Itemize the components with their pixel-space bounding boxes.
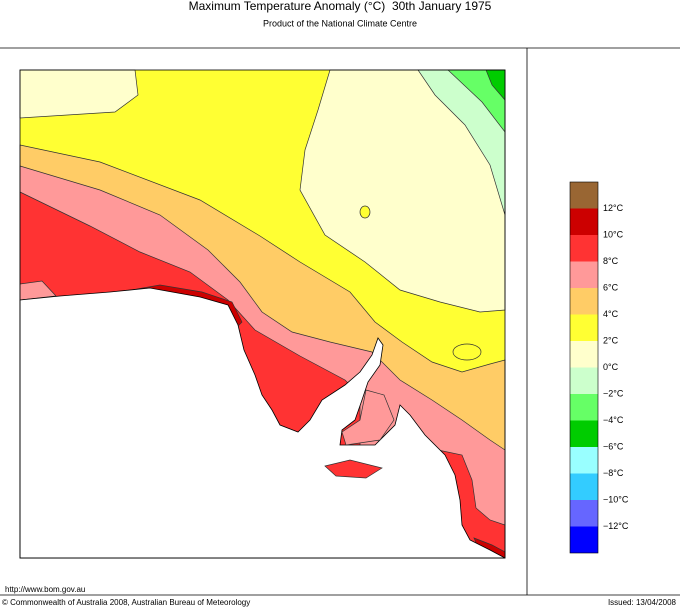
legend-swatch: [570, 182, 598, 209]
title: Maximum Temperature Anomaly (°C) 30th Ja…: [189, 0, 492, 13]
legend-swatch: [570, 288, 598, 315]
legend-label: −4°C: [603, 415, 624, 425]
legend-swatch: [570, 526, 598, 553]
legend-swatch: [570, 314, 598, 341]
legend-label: 6°C: [603, 282, 619, 292]
map-border: [19, 69, 506, 559]
legend-label: −2°C: [603, 388, 624, 398]
copyright: © Commonwealth of Australia 2008, Austra…: [2, 598, 250, 607]
legend-swatch: [570, 367, 598, 394]
zone-2-4: [359, 205, 371, 219]
legend-swatch: [570, 447, 598, 474]
legend-border: [569, 181, 599, 554]
legend-label: −6°C: [603, 441, 624, 451]
legend-swatch: [570, 261, 598, 288]
legend-swatch: [570, 394, 598, 421]
url: http://www.bom.gov.au: [5, 585, 85, 594]
kangaroo-island: [324, 459, 383, 479]
legend-swatch: [570, 420, 598, 447]
legend-swatch: [570, 208, 598, 235]
yorke-peninsula: [341, 389, 395, 446]
issued: Issued: 13/04/2008: [608, 598, 677, 607]
legend-swatch: [570, 235, 598, 262]
legend-swatch: [570, 341, 598, 368]
legend-label: 8°C: [603, 256, 619, 266]
legend-label: 0°C: [603, 362, 619, 372]
legend-label: −10°C: [603, 494, 629, 504]
subtitle: Product of the National Climate Centre: [263, 18, 417, 28]
legend-label: 12°C: [603, 203, 624, 213]
legend-swatch: [570, 473, 598, 500]
legend-label: 2°C: [603, 335, 619, 345]
legend: 12°C 10°C 8°C 6°C 4°C 2°C 0°C −2°C −4°C −6°C −8°C −…: [569, 181, 629, 554]
legend-swatch: [570, 500, 598, 527]
legend-label: −8°C: [603, 468, 624, 478]
legend-label: −12°C: [603, 521, 629, 531]
legend-label: 4°C: [603, 309, 619, 319]
map: [19, 69, 506, 559]
legend-label: 10°C: [603, 229, 624, 239]
sea: [19, 287, 506, 559]
zone-2-4: [452, 343, 482, 361]
